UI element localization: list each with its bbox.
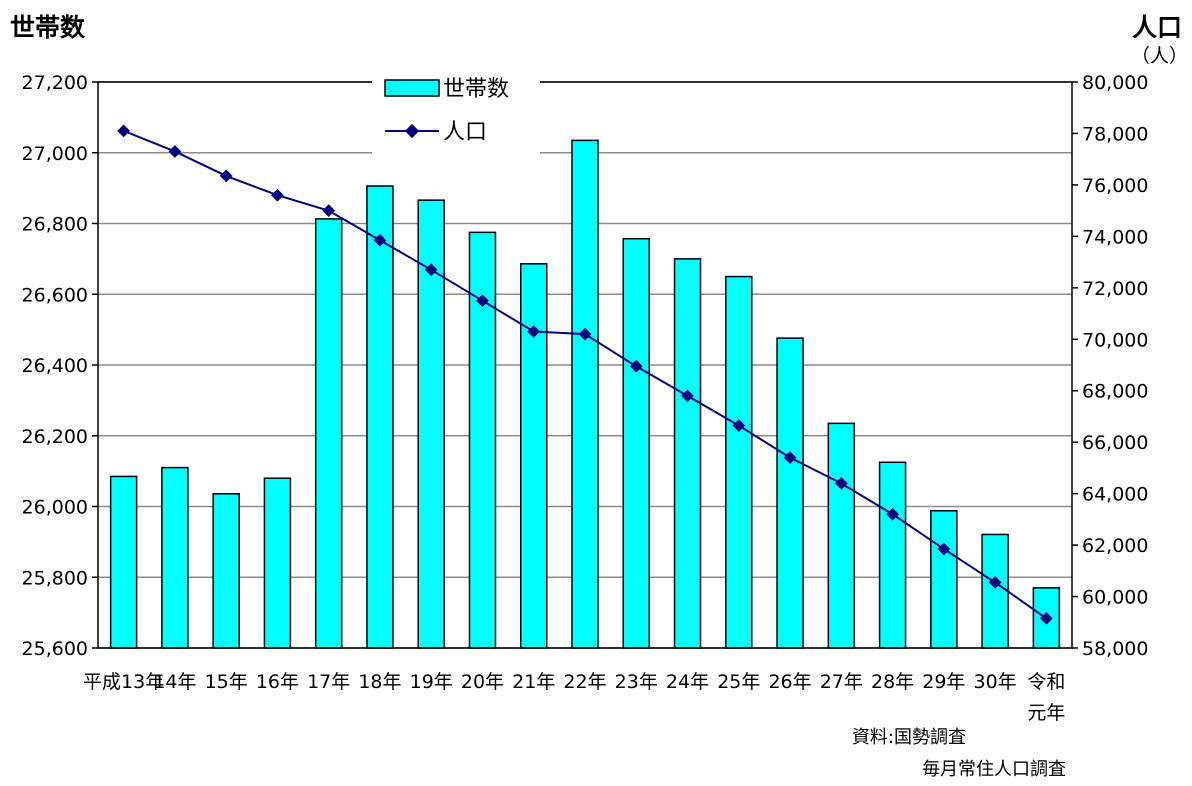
household-bar xyxy=(161,466,189,649)
legend-bar-swatch xyxy=(384,79,440,97)
left-tick-label: 25,600 xyxy=(22,638,88,660)
population-point xyxy=(476,294,489,308)
household-bar xyxy=(776,337,804,649)
category-label: 14年 xyxy=(153,671,196,693)
household-bar xyxy=(622,237,651,649)
left-tick-label: 26,800 xyxy=(22,214,88,236)
category-label: 27年 xyxy=(820,671,863,693)
source-line-1: 資料:国勢調査 xyxy=(852,727,966,748)
right-tick-label: 64,000 xyxy=(1082,484,1148,506)
population-point xyxy=(117,124,130,138)
household-bar xyxy=(930,509,958,649)
legend-line-marker xyxy=(404,123,420,139)
category-label: 24年 xyxy=(666,671,709,693)
population-point xyxy=(424,263,438,277)
right-tick-label: 66,000 xyxy=(1082,432,1148,454)
right-tick-label: 62,000 xyxy=(1082,535,1148,557)
legend: 世帯数 人口 xyxy=(372,70,540,162)
right-tick-label: 78,000 xyxy=(1082,123,1148,145)
left-axis-title: 世帯数 xyxy=(10,13,86,42)
right-axis-unit: （人） xyxy=(1131,45,1188,67)
left-tick-label: 26,400 xyxy=(22,355,88,377)
category-label: 令和 xyxy=(1027,671,1065,693)
right-tick-label: 72,000 xyxy=(1082,278,1148,300)
category-label: 25年 xyxy=(717,671,760,693)
category-label: 18年 xyxy=(358,671,401,693)
left-tick-label: 25,800 xyxy=(22,567,88,589)
left-tick-label: 26,000 xyxy=(22,497,88,519)
legend-line-label: 人口 xyxy=(443,120,487,145)
category-label: 26年 xyxy=(768,671,811,693)
household-bar xyxy=(981,533,1009,649)
population-point xyxy=(168,145,182,158)
category-label: 23年 xyxy=(615,671,658,693)
household-bar xyxy=(366,185,394,649)
right-tick-label: 60,000 xyxy=(1082,587,1148,609)
legend-bar-label: 世帯数 xyxy=(443,77,509,102)
category-label: 平成13年 xyxy=(83,671,164,693)
left-tick-label: 26,200 xyxy=(22,426,88,448)
population-point xyxy=(322,204,336,218)
household-bar xyxy=(571,139,599,649)
household-bar xyxy=(263,477,292,649)
right-tick-label: 76,000 xyxy=(1082,175,1148,197)
right-axis-title: 人口 xyxy=(1132,13,1182,42)
left-axis-ticks: 25,600 25,800 26,000 26,200 26,400 26,600 26,8… xyxy=(22,72,98,660)
category-label: 16年 xyxy=(256,671,299,693)
category-label: 19年 xyxy=(410,671,453,693)
household-bar xyxy=(725,275,753,649)
right-axis-ticks: 58,000 60,000 62,000 64,000 66,000 68,000 70,0… xyxy=(1072,72,1148,660)
category-label: 20年 xyxy=(461,671,504,693)
household-bar xyxy=(519,263,548,649)
left-tick-label: 26,600 xyxy=(22,284,88,306)
right-tick-label: 58,000 xyxy=(1082,638,1148,660)
household-bar xyxy=(212,493,240,649)
household-bar xyxy=(827,422,856,649)
left-tick-label: 27,000 xyxy=(22,143,88,165)
category-label: 21年 xyxy=(512,671,555,693)
category-label: 元年 xyxy=(1027,702,1065,724)
household-bars xyxy=(109,139,1061,649)
population-point xyxy=(886,507,899,521)
source-line-2: 毎月常住人口調査 xyxy=(922,759,1066,780)
household-bar xyxy=(109,475,138,649)
category-label: 28年 xyxy=(871,671,914,693)
right-tick-label: 80,000 xyxy=(1082,72,1148,94)
population-point xyxy=(219,169,233,183)
category-label: 30年 xyxy=(974,671,1017,693)
category-label: 29年 xyxy=(922,671,965,693)
category-label: 17年 xyxy=(307,671,350,693)
category-label: 15年 xyxy=(205,671,248,693)
category-label: 22年 xyxy=(563,671,606,693)
household-bar xyxy=(878,461,907,649)
right-tick-label: 70,000 xyxy=(1082,329,1148,351)
right-tick-label: 68,000 xyxy=(1082,381,1148,403)
household-bar xyxy=(314,218,343,649)
left-tick-label: 27,200 xyxy=(22,72,88,94)
population-point xyxy=(373,233,387,247)
right-tick-label: 74,000 xyxy=(1082,226,1148,248)
population-point xyxy=(271,188,284,202)
household-bar xyxy=(673,258,702,649)
